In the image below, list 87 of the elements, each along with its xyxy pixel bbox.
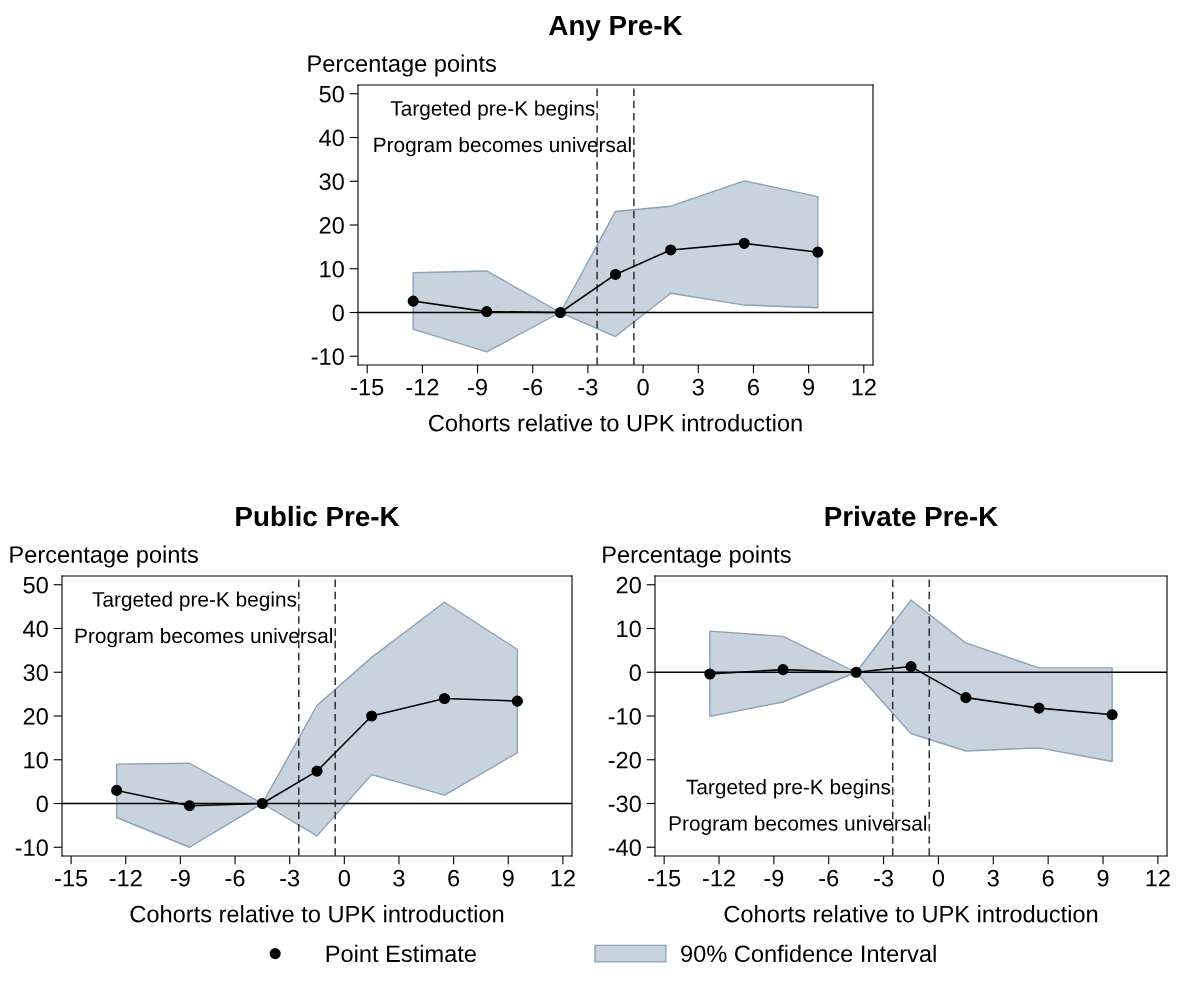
y-tick-label: 10 xyxy=(24,751,48,769)
point xyxy=(407,295,419,307)
point xyxy=(1106,709,1118,721)
ref-line-label: Program becomes universal xyxy=(669,815,927,835)
x-axis-title: Cohorts relative to UPK introduction xyxy=(724,905,1098,923)
y-tick-label: 0 xyxy=(36,795,48,813)
y-axis-title: Percentage points xyxy=(10,545,198,568)
x-tick-label: -12 xyxy=(702,869,735,887)
chart-title: Any Pre-K xyxy=(549,15,683,41)
x-tick-label: -9 xyxy=(170,869,190,887)
x-tick-label: -6 xyxy=(225,869,245,887)
y-tick-label: -30 xyxy=(608,795,641,813)
ref-line-label: Targeted pre-K begins xyxy=(390,100,595,120)
x-tick-label: -15 xyxy=(55,870,88,887)
x-tick-label: 6 xyxy=(448,869,460,887)
point xyxy=(704,668,716,680)
y-tick-label: 0 xyxy=(629,664,641,682)
ref-line-label: Program becomes universal xyxy=(75,627,333,648)
point xyxy=(905,661,917,673)
x-tick-label: 3 xyxy=(692,378,704,396)
y-tick-label: 10 xyxy=(617,620,641,638)
y-tick-label: -40 xyxy=(608,839,641,857)
x-tick-label: 9 xyxy=(1097,869,1109,887)
y-tick-label: 30 xyxy=(23,664,48,682)
point xyxy=(366,710,378,722)
y-tick-label: 40 xyxy=(319,129,344,147)
x-tick-label: 6 xyxy=(1042,869,1054,887)
point xyxy=(438,692,451,705)
point xyxy=(738,237,750,249)
ref-line-label: Program becomes universal xyxy=(374,136,631,157)
ref-line-label: Targeted pre-K begins xyxy=(92,591,297,611)
x-tick-label: 12 xyxy=(1146,869,1170,887)
y-tick-label: 10 xyxy=(320,260,344,278)
text: 90% Confidence Interval xyxy=(681,944,936,963)
ref-line-label: Targeted pre-K begins xyxy=(686,779,891,799)
point xyxy=(1033,702,1045,714)
x-tick-label: -9 xyxy=(764,869,784,887)
y-tick-label: 40 xyxy=(23,620,48,638)
x-tick-label: 12 xyxy=(852,378,876,396)
y-tick-label: 30 xyxy=(319,173,344,191)
x-tick-label: -3 xyxy=(874,869,894,887)
y-tick-label: -10 xyxy=(15,839,48,857)
x-axis-title: Cohorts relative to UPK introduction xyxy=(429,414,802,432)
point xyxy=(511,695,523,707)
x-tick-label: 6 xyxy=(748,378,759,396)
x-tick-label: -9 xyxy=(468,378,487,396)
y-tick-label: -20 xyxy=(608,751,641,769)
y-tick-label: -10 xyxy=(608,708,641,725)
y-tick-label: -10 xyxy=(311,348,344,366)
y-tick-label: 20 xyxy=(616,576,641,594)
point xyxy=(481,306,493,318)
x-tick-label: 0 xyxy=(932,869,945,887)
x-tick-label: -3 xyxy=(578,378,598,396)
y-tick-label: 50 xyxy=(23,576,48,594)
x-axis-title: Cohorts relative to UPK introduction xyxy=(130,905,504,923)
y-tick-label: 20 xyxy=(319,217,344,234)
x-tick-label: -12 xyxy=(406,378,439,396)
point xyxy=(111,784,123,796)
y-tick-label: 50 xyxy=(319,85,344,103)
point xyxy=(554,306,566,319)
x-tick-label: -6 xyxy=(819,869,839,887)
chart-title: Public Pre-K xyxy=(236,505,400,527)
point xyxy=(665,244,677,256)
point xyxy=(850,666,862,678)
y-tick-label: 0 xyxy=(332,304,344,322)
x-tick-label: -15 xyxy=(648,870,681,887)
x-tick-label: -15 xyxy=(351,379,384,396)
y-tick-label: 20 xyxy=(23,708,48,725)
x-tick-label: -12 xyxy=(109,869,142,887)
x-tick-label: -6 xyxy=(523,378,543,396)
point xyxy=(256,797,268,810)
x-tick-label: 9 xyxy=(502,869,514,887)
x-tick-label: 12 xyxy=(551,869,575,887)
x-tick-label: 3 xyxy=(393,869,405,887)
point xyxy=(183,800,196,812)
x-tick-label: -3 xyxy=(280,869,300,887)
point xyxy=(960,692,972,704)
point xyxy=(812,246,824,258)
legend-label: Point Estimate xyxy=(326,944,476,963)
chart-title: Private Pre-K xyxy=(825,505,998,527)
x-tick-label: 9 xyxy=(803,378,815,396)
point xyxy=(609,268,622,280)
point xyxy=(311,765,323,777)
point xyxy=(777,664,789,676)
x-tick-label: 3 xyxy=(987,869,999,887)
y-axis-title: Percentage points xyxy=(603,545,791,568)
y-axis-title: Percentage points xyxy=(308,54,496,77)
